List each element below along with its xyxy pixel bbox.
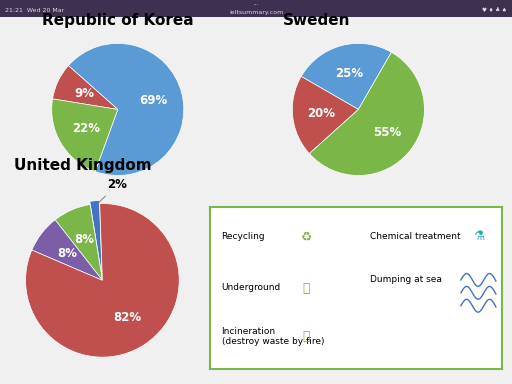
Text: 8%: 8% [57, 247, 77, 260]
Wedge shape [69, 43, 184, 175]
Text: Dumping at sea: Dumping at sea [371, 275, 442, 285]
Text: ♥ ♦ ♣ ♠: ♥ ♦ ♣ ♠ [482, 8, 507, 13]
Wedge shape [53, 66, 118, 109]
Text: Sweden: Sweden [283, 13, 350, 28]
Text: 22%: 22% [72, 122, 100, 135]
Text: Underground: Underground [222, 283, 281, 293]
Text: ⚗: ⚗ [473, 230, 484, 243]
Wedge shape [32, 220, 102, 280]
Text: 20%: 20% [308, 107, 335, 120]
Text: ieltsummary.com: ieltsummary.com [229, 10, 283, 15]
Text: Recycling: Recycling [222, 232, 265, 241]
Text: ...: ... [253, 1, 259, 6]
Wedge shape [292, 76, 358, 154]
Text: Chemical treatment: Chemical treatment [371, 232, 461, 241]
Text: 9%: 9% [74, 87, 94, 100]
Text: 69%: 69% [139, 94, 168, 107]
Text: ♻: ♻ [301, 230, 312, 243]
Wedge shape [309, 52, 424, 175]
Text: United Kingdom: United Kingdom [14, 157, 152, 173]
Wedge shape [52, 99, 118, 172]
Text: 🔥: 🔥 [303, 330, 310, 343]
Wedge shape [301, 43, 392, 109]
Text: Republic of Korea: Republic of Korea [42, 13, 194, 28]
Text: 21:21  Wed 20 Mar: 21:21 Wed 20 Mar [5, 8, 65, 13]
Wedge shape [90, 200, 102, 277]
Text: 2%: 2% [97, 178, 127, 204]
Wedge shape [55, 205, 102, 280]
Text: Incineration
(destroy waste by fire): Incineration (destroy waste by fire) [222, 327, 324, 346]
Text: 25%: 25% [335, 67, 363, 80]
Text: 8%: 8% [75, 233, 95, 246]
Text: 55%: 55% [373, 126, 401, 139]
Text: ⛏: ⛏ [303, 281, 310, 295]
Text: 82%: 82% [114, 311, 142, 324]
Wedge shape [26, 204, 179, 357]
